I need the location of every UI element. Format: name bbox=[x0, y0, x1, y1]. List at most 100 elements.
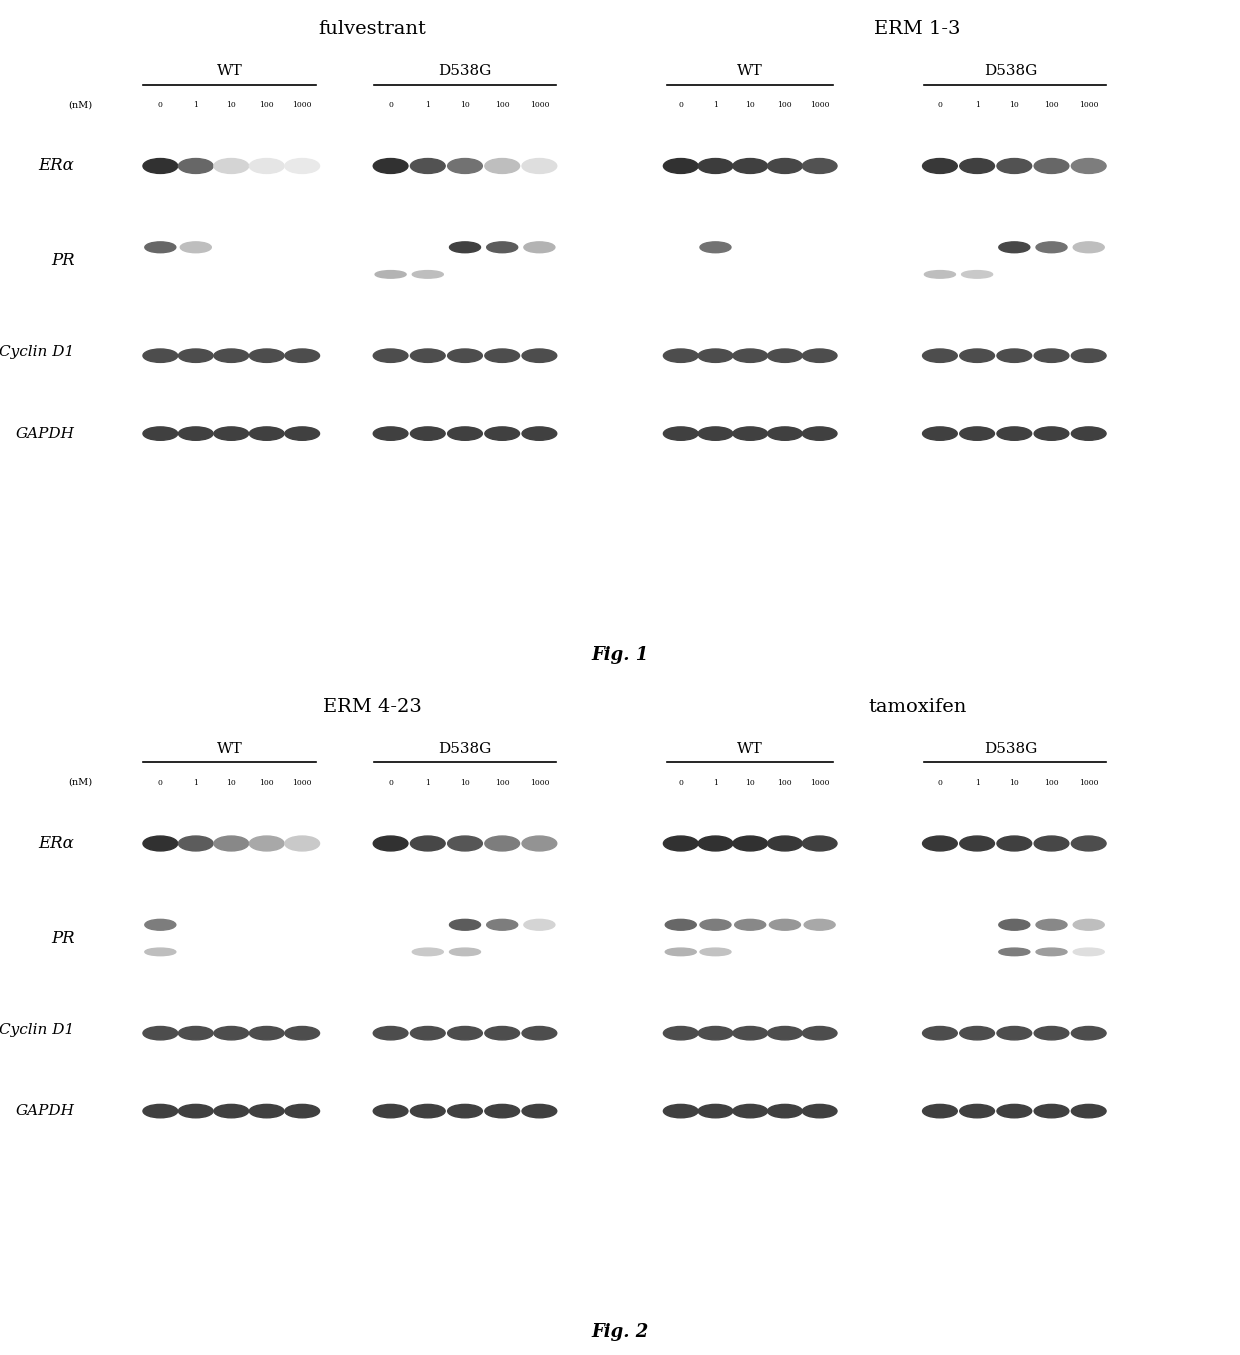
Ellipse shape bbox=[374, 271, 407, 278]
Ellipse shape bbox=[410, 1027, 445, 1039]
Ellipse shape bbox=[448, 427, 482, 440]
Ellipse shape bbox=[373, 836, 408, 851]
Ellipse shape bbox=[701, 241, 732, 252]
Ellipse shape bbox=[485, 1104, 520, 1118]
Ellipse shape bbox=[285, 159, 320, 173]
Ellipse shape bbox=[179, 836, 213, 851]
Ellipse shape bbox=[522, 836, 557, 851]
Ellipse shape bbox=[1071, 836, 1106, 851]
Text: 1: 1 bbox=[193, 102, 198, 108]
Ellipse shape bbox=[1037, 919, 1066, 930]
Ellipse shape bbox=[449, 241, 481, 252]
Text: 10: 10 bbox=[227, 779, 236, 786]
Ellipse shape bbox=[522, 350, 557, 362]
Ellipse shape bbox=[213, 159, 248, 173]
Ellipse shape bbox=[410, 1104, 445, 1118]
Ellipse shape bbox=[249, 350, 284, 362]
Ellipse shape bbox=[449, 948, 481, 955]
Ellipse shape bbox=[412, 271, 444, 278]
Ellipse shape bbox=[1034, 427, 1069, 440]
Ellipse shape bbox=[179, 350, 213, 362]
Ellipse shape bbox=[802, 1027, 837, 1039]
Ellipse shape bbox=[179, 159, 213, 173]
Ellipse shape bbox=[698, 350, 733, 362]
Ellipse shape bbox=[698, 1104, 733, 1118]
Ellipse shape bbox=[1037, 948, 1066, 955]
Text: 1: 1 bbox=[425, 779, 430, 786]
Ellipse shape bbox=[213, 836, 248, 851]
Ellipse shape bbox=[485, 350, 520, 362]
Text: 10: 10 bbox=[745, 779, 755, 786]
Ellipse shape bbox=[410, 836, 445, 851]
Ellipse shape bbox=[143, 350, 177, 362]
Text: 1: 1 bbox=[425, 102, 430, 108]
Ellipse shape bbox=[999, 919, 1030, 930]
Ellipse shape bbox=[802, 836, 837, 851]
Text: 1000: 1000 bbox=[293, 102, 312, 108]
Ellipse shape bbox=[522, 1104, 557, 1118]
Ellipse shape bbox=[666, 919, 697, 930]
Text: PR: PR bbox=[51, 252, 74, 270]
Ellipse shape bbox=[1071, 350, 1106, 362]
Text: D538G: D538G bbox=[438, 743, 492, 756]
Ellipse shape bbox=[448, 1027, 482, 1039]
Ellipse shape bbox=[997, 1027, 1032, 1039]
Ellipse shape bbox=[522, 427, 557, 440]
Ellipse shape bbox=[923, 159, 957, 173]
Ellipse shape bbox=[373, 427, 408, 440]
Ellipse shape bbox=[768, 159, 802, 173]
Text: D538G: D538G bbox=[438, 64, 492, 79]
Ellipse shape bbox=[410, 427, 445, 440]
Text: ERα: ERα bbox=[38, 157, 74, 175]
Ellipse shape bbox=[373, 159, 408, 173]
Text: 0: 0 bbox=[157, 779, 162, 786]
Ellipse shape bbox=[485, 159, 520, 173]
Ellipse shape bbox=[733, 1027, 768, 1039]
Ellipse shape bbox=[663, 427, 698, 440]
Text: (nM): (nM) bbox=[68, 100, 92, 110]
Ellipse shape bbox=[285, 1104, 320, 1118]
Ellipse shape bbox=[663, 1104, 698, 1118]
Ellipse shape bbox=[923, 836, 957, 851]
Text: ERM 1-3: ERM 1-3 bbox=[874, 20, 961, 38]
Ellipse shape bbox=[997, 1104, 1032, 1118]
Text: PR: PR bbox=[51, 930, 74, 947]
Ellipse shape bbox=[285, 427, 320, 440]
Text: ERα: ERα bbox=[38, 835, 74, 852]
Text: 10: 10 bbox=[460, 779, 470, 786]
Ellipse shape bbox=[802, 159, 837, 173]
Ellipse shape bbox=[663, 836, 698, 851]
Ellipse shape bbox=[698, 427, 733, 440]
Text: WT: WT bbox=[217, 64, 242, 79]
Text: 100: 100 bbox=[777, 102, 792, 108]
Ellipse shape bbox=[373, 1027, 408, 1039]
Ellipse shape bbox=[960, 1027, 994, 1039]
Ellipse shape bbox=[924, 271, 956, 278]
Ellipse shape bbox=[486, 241, 518, 252]
Text: 0: 0 bbox=[388, 102, 393, 108]
Text: 0: 0 bbox=[937, 779, 942, 786]
Ellipse shape bbox=[997, 159, 1032, 173]
Text: Cyclin D1: Cyclin D1 bbox=[0, 346, 74, 359]
Ellipse shape bbox=[997, 350, 1032, 362]
Text: 100: 100 bbox=[495, 102, 510, 108]
Ellipse shape bbox=[733, 350, 768, 362]
Ellipse shape bbox=[733, 1104, 768, 1118]
Ellipse shape bbox=[249, 159, 284, 173]
Text: tamoxifen: tamoxifen bbox=[868, 698, 967, 715]
Ellipse shape bbox=[733, 427, 768, 440]
Text: 1: 1 bbox=[975, 779, 980, 786]
Ellipse shape bbox=[923, 1027, 957, 1039]
Text: 1: 1 bbox=[193, 779, 198, 786]
Ellipse shape bbox=[999, 948, 1030, 955]
Ellipse shape bbox=[448, 159, 482, 173]
Ellipse shape bbox=[373, 1104, 408, 1118]
Ellipse shape bbox=[1071, 159, 1106, 173]
Text: D538G: D538G bbox=[983, 743, 1038, 756]
Text: ERM 4-23: ERM 4-23 bbox=[322, 698, 422, 715]
Text: 100: 100 bbox=[777, 779, 792, 786]
Text: 1000: 1000 bbox=[810, 779, 830, 786]
Ellipse shape bbox=[523, 241, 556, 252]
Ellipse shape bbox=[213, 1027, 248, 1039]
Ellipse shape bbox=[213, 1104, 248, 1118]
